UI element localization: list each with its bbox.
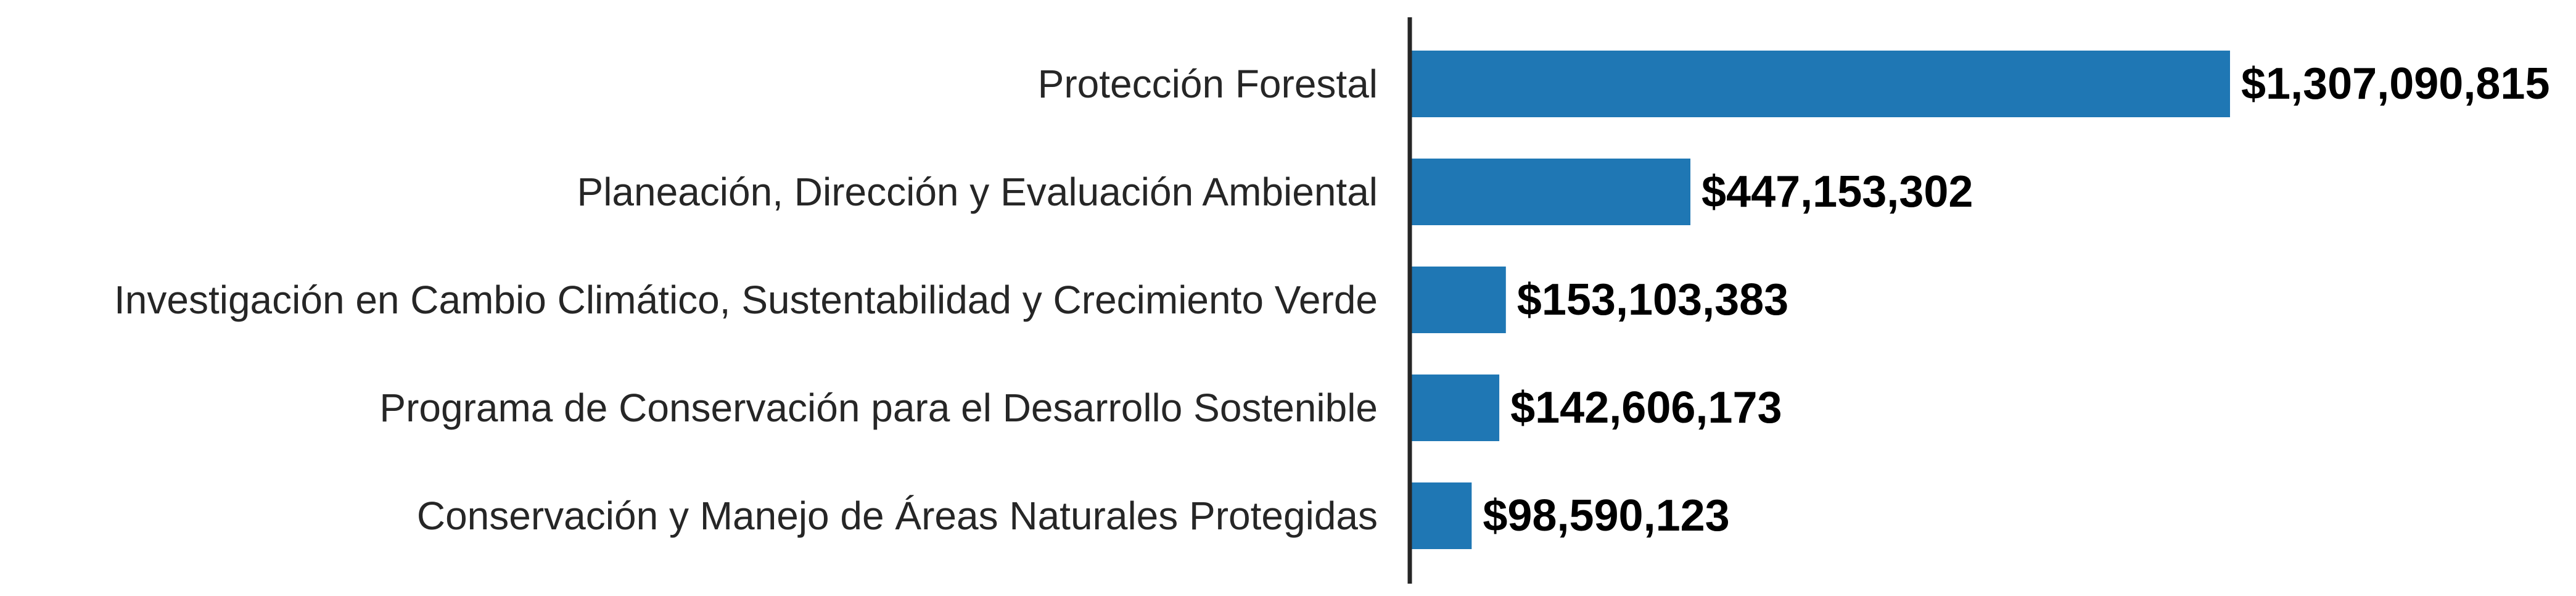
category-label-4: Conservación y Manejo de Áreas Naturales… [417, 494, 1378, 538]
category-label-0: Protección Forestal [1038, 62, 1378, 106]
value-label-4: $98,590,123 [1483, 491, 1729, 540]
bars-group [1410, 51, 2230, 549]
category-label-1: Planeación, Dirección y Evaluación Ambie… [577, 170, 1378, 214]
value-label-0: $1,307,090,815 [2241, 59, 2549, 109]
bar-0 [1410, 51, 2230, 117]
bar-3 [1410, 375, 1500, 441]
category-labels-group: Protección Forestal Planeación, Dirección… [114, 62, 1378, 538]
value-labels-group: $1,307,090,815 $447,153,302 $153,103,383 $1… [1483, 59, 2549, 540]
bar-4 [1410, 482, 1472, 549]
value-label-3: $142,606,173 [1510, 383, 1782, 433]
value-label-1: $447,153,302 [1702, 167, 1973, 217]
bar-2 [1410, 267, 1506, 333]
category-label-3: Programa de Conservación para el Desarro… [379, 386, 1378, 430]
bar-1 [1410, 159, 1690, 225]
value-label-2: $153,103,383 [1517, 275, 1788, 325]
category-label-2: Investigación en Cambio Climático, Suste… [114, 278, 1378, 322]
